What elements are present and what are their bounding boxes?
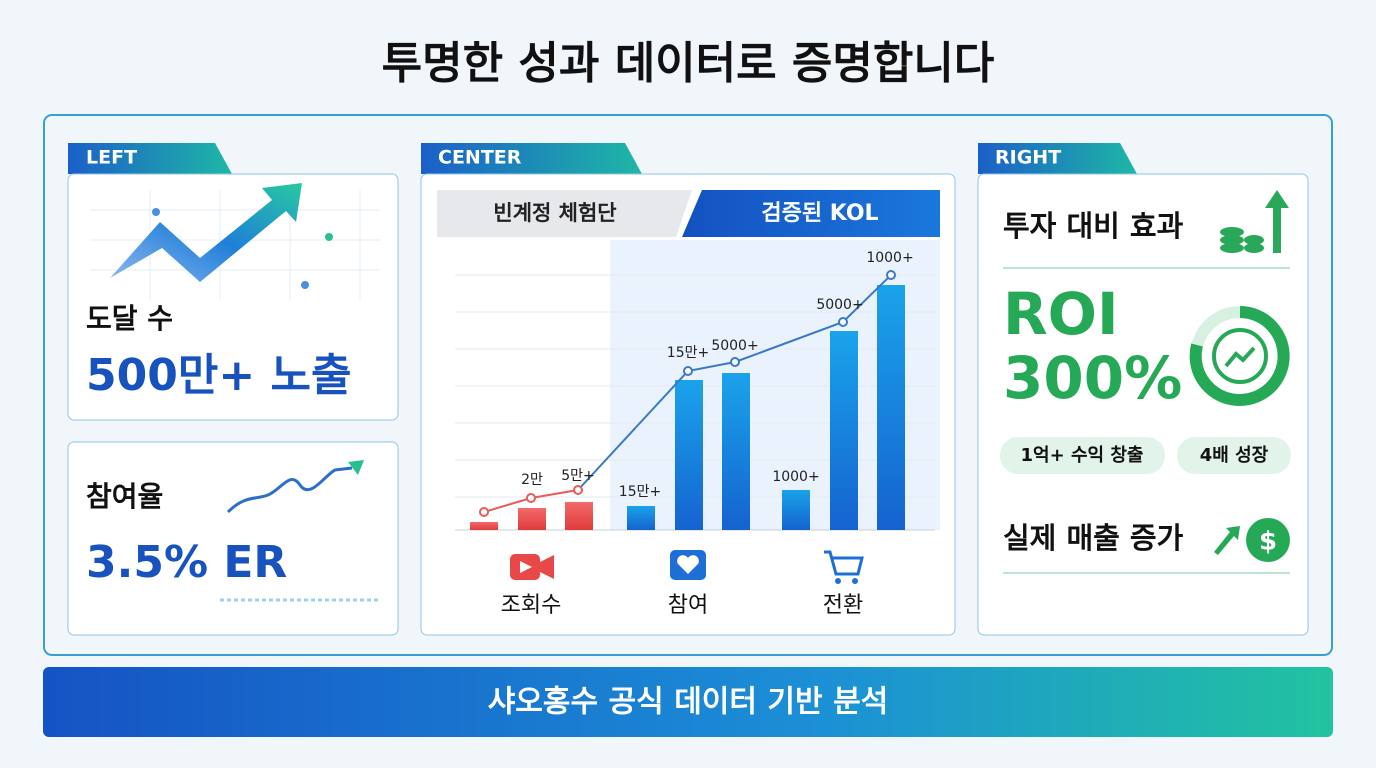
bar (627, 506, 655, 530)
tag (978, 143, 1137, 174)
growth-arrow (110, 183, 302, 282)
heart-icon (677, 555, 699, 574)
dot (325, 233, 333, 241)
point-label: 15만+ (619, 484, 661, 500)
tag (421, 143, 642, 174)
bar (782, 490, 810, 530)
dollar-icon: $ (1259, 527, 1277, 557)
tag (68, 143, 232, 174)
outer-frame (43, 114, 1333, 656)
bar (675, 380, 703, 530)
dollar-icon (1246, 518, 1290, 562)
ring-icon (1212, 328, 1268, 384)
title: 투명한 성과 데이터로 증명합니다 (382, 38, 995, 89)
bars (470, 285, 905, 530)
footer-bar (43, 667, 1333, 737)
cart-icon (824, 550, 864, 576)
tab (437, 190, 692, 237)
sales-label: 실제 매출 증가 (1003, 521, 1184, 555)
bar (877, 285, 905, 530)
point-label: 1000+ (866, 250, 913, 266)
reach-label: 도달 수 (86, 302, 173, 335)
video-icon (520, 561, 532, 573)
cart-icon (852, 578, 858, 584)
engagement-value: 3.5% ER (86, 537, 287, 588)
category-label: 전환 (823, 593, 863, 618)
bar (518, 508, 546, 530)
roi-label: ROI (1003, 280, 1119, 348)
ring (1189, 306, 1290, 406)
ring-icon (1224, 346, 1256, 368)
up-arrow (1214, 526, 1240, 555)
dot (301, 281, 309, 289)
pill-label: 1억+ 수익 창출 (1021, 445, 1144, 466)
point-label: 5만+ (561, 468, 595, 484)
cart-icon (835, 578, 841, 584)
coins-icon (1220, 190, 1289, 253)
tab (682, 190, 940, 237)
icons (510, 550, 864, 584)
tag-label: LEFT (86, 147, 137, 169)
tab-label: 검증된 KOL (761, 201, 878, 226)
bar (565, 502, 593, 530)
tag-label: CENTER (438, 147, 522, 169)
card (67, 441, 399, 636)
tab-label: 빈계정 체험단 (493, 201, 616, 225)
heading: 투자 대비 효과 (1003, 209, 1184, 243)
point-labels: 2만 5만+ 15만+ 15만+ 5000+ 1000+ 5000+ 1000+ (521, 250, 914, 500)
pill (1177, 437, 1291, 474)
bar (470, 522, 498, 530)
point-label: 15만+ (667, 345, 709, 361)
card (977, 173, 1309, 636)
trend-line (226, 466, 353, 514)
tag-label: RIGHT (995, 147, 1061, 169)
engagement-label: 참여율 (86, 480, 163, 513)
point-label: 5000+ (816, 297, 863, 313)
point-label: 5000+ (711, 338, 758, 354)
pill-label: 4배 성장 (1200, 445, 1269, 466)
category-label: 조회수 (501, 593, 562, 618)
point-label: 1000+ (772, 469, 819, 485)
category-label: 참여 (668, 593, 708, 618)
bar (830, 331, 858, 530)
roi-value: 300% (1003, 344, 1182, 412)
footer-text: 샤오홍수 공식 데이터 기반 분석 (488, 685, 889, 720)
video-icon (540, 555, 554, 579)
trend-arrow (348, 460, 364, 475)
dot (152, 208, 160, 216)
reach-value: 500만+ 노출 (86, 350, 351, 401)
line-points (479, 270, 896, 517)
point-label: 2만 (521, 472, 543, 488)
pill (1000, 437, 1165, 474)
bar (722, 373, 750, 530)
